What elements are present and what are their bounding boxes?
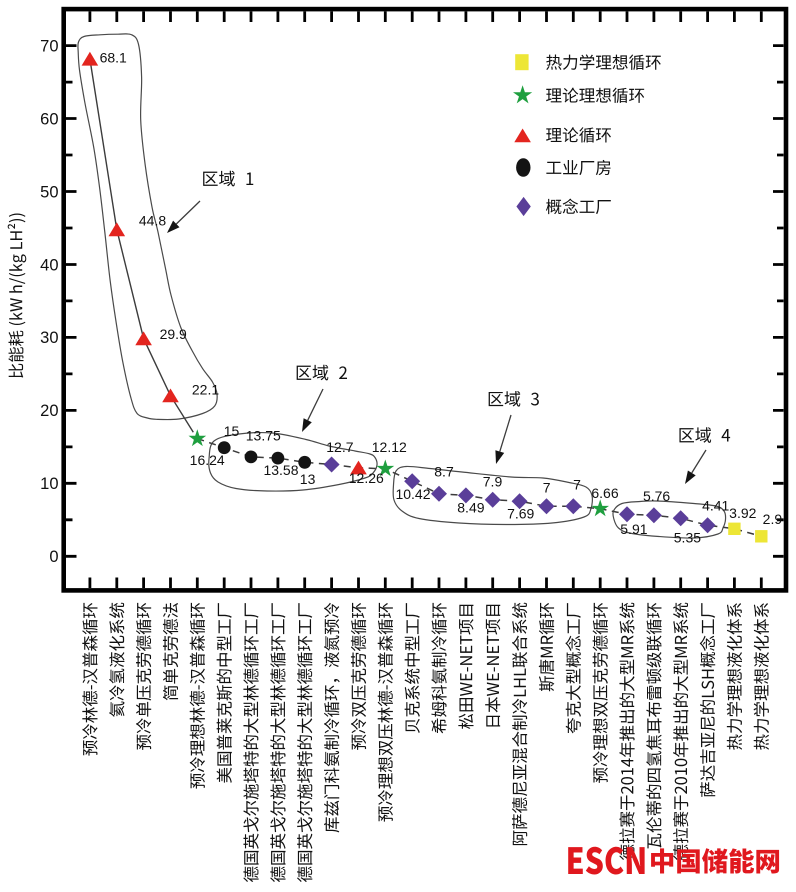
svg-text:10.42: 10.42 (395, 486, 430, 502)
svg-text:12.12: 12.12 (372, 439, 407, 455)
svg-text:6.66: 6.66 (591, 485, 618, 501)
svg-text:4.41: 4.41 (702, 498, 729, 514)
svg-text:13.58: 13.58 (263, 462, 298, 478)
svg-text:8.7: 8.7 (434, 463, 454, 479)
svg-text:22.1: 22.1 (192, 381, 219, 397)
svg-text:13: 13 (300, 471, 316, 487)
svg-text:7: 7 (543, 479, 551, 495)
svg-text:70: 70 (40, 37, 58, 55)
svg-text:10: 10 (40, 475, 58, 493)
svg-text:12.7: 12.7 (326, 439, 353, 455)
svg-text:13.75: 13.75 (246, 427, 281, 443)
svg-text:7: 7 (573, 476, 581, 492)
svg-text:8.49: 8.49 (457, 500, 484, 516)
svg-text:0: 0 (49, 548, 58, 566)
svg-text:68.1: 68.1 (100, 49, 127, 65)
svg-text:12.26: 12.26 (349, 470, 384, 486)
svg-text:40: 40 (40, 256, 58, 274)
svg-text:29.9: 29.9 (160, 326, 187, 342)
svg-text:20: 20 (40, 402, 58, 420)
svg-text:7.9: 7.9 (483, 474, 503, 490)
svg-text:2.9: 2.9 (763, 511, 783, 527)
svg-text:60: 60 (40, 110, 58, 128)
svg-text:50: 50 (40, 183, 58, 201)
svg-text:44.8: 44.8 (139, 212, 166, 228)
svg-text:5.91: 5.91 (620, 521, 647, 537)
svg-text:16.24: 16.24 (190, 452, 225, 468)
svg-text:30: 30 (40, 329, 58, 347)
svg-text:7.69: 7.69 (507, 505, 534, 521)
svg-text:3.92: 3.92 (729, 505, 756, 521)
svg-text:5.76: 5.76 (643, 488, 670, 504)
svg-text:15: 15 (224, 423, 240, 439)
svg-text:5.35: 5.35 (674, 530, 701, 546)
